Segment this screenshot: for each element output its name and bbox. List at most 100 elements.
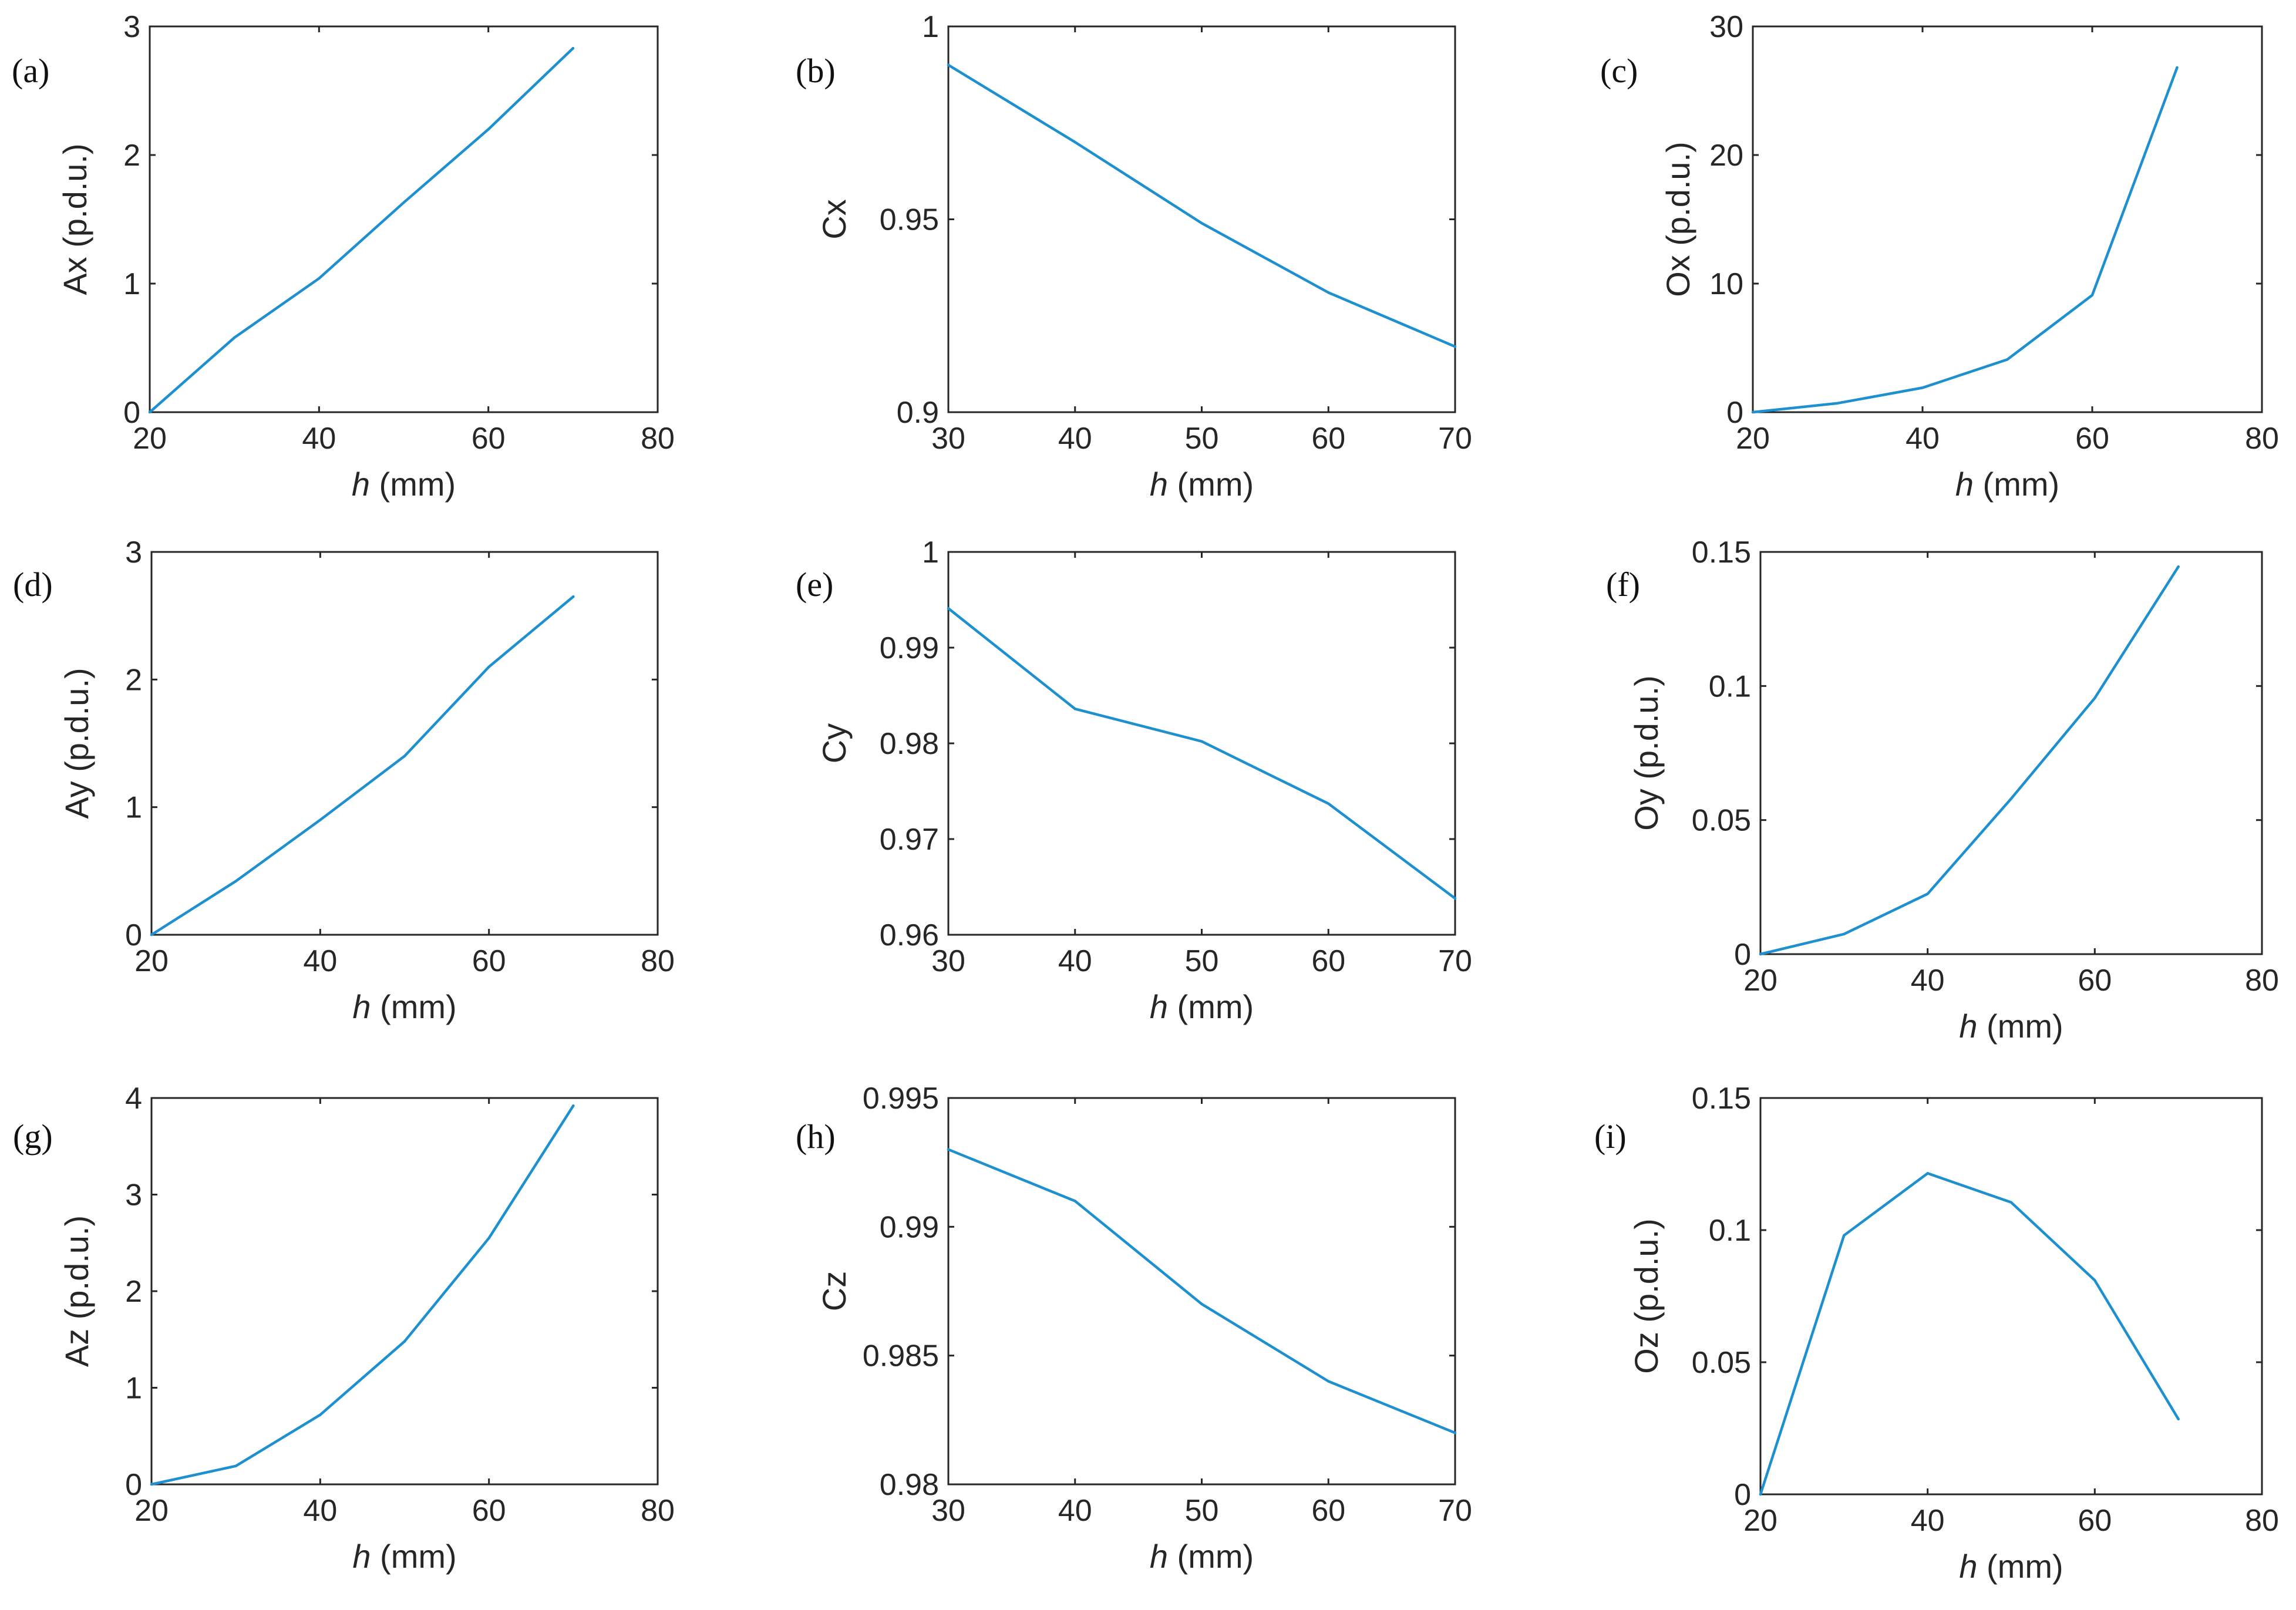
panel-h-y-tick-label: 0.99 <box>880 1210 939 1244</box>
panel-d-y-tick-label: 3 <box>125 535 142 570</box>
panel-h-data-point <box>1200 1302 1203 1306</box>
panel-a-y-axis-title: Ax (p.d.u.) <box>56 143 93 295</box>
panel-i-data-point <box>2009 1201 2013 1204</box>
panel-i-x-axis-unit: (mm) <box>1978 1548 2063 1585</box>
panel-g-data-point <box>572 1104 575 1107</box>
panel-f-x-tick-label: 60 <box>2078 964 2112 998</box>
panel-h-data-point <box>1453 1432 1457 1434</box>
panel-e-data-point <box>1327 802 1330 805</box>
panel-h-x-axis-var: h <box>1150 1538 1168 1575</box>
panel-g-data-point <box>487 1237 490 1240</box>
panel-e-series-line <box>947 607 1457 900</box>
panel-b-x-tick-label: 30 <box>931 422 965 456</box>
panel-d-y-axis-title: Ay (p.d.u.) <box>58 668 95 819</box>
panel-e-x-tick-label: 60 <box>1311 944 1345 978</box>
panel-h-x-tick-label: 60 <box>1311 1494 1345 1528</box>
panel-b-x-axis-title: h (mm) <box>1150 466 1254 503</box>
panel-a-x-tick-label: 40 <box>302 422 336 456</box>
panel-a-data-point <box>148 410 152 414</box>
panel-e-x-axis-unit: (mm) <box>1168 988 1254 1025</box>
panel-f-data-point <box>1926 892 1929 895</box>
panel-f-y-axis-title: Oy (p.d.u.) <box>1628 675 1665 831</box>
panel-c-y-tick-label: 10 <box>1709 267 1743 301</box>
panel-b-data-point <box>947 63 950 66</box>
panel-e-y-tick-label: 0.99 <box>880 631 939 665</box>
panel-a-data-point <box>318 277 321 280</box>
panel-f-y-tick-label: 0.15 <box>1692 535 1751 570</box>
panel-h-x-axis-title: h (mm) <box>1150 1538 1254 1575</box>
panel-d-data-point <box>403 755 406 757</box>
panel-c-data-point <box>1921 386 1924 389</box>
panel-b-y-tick-label: 0.95 <box>880 203 939 237</box>
panel-h-x-tick-label: 40 <box>1058 1494 1092 1528</box>
panel-c-x-axis-var: h <box>1955 466 1974 503</box>
panel-a-label: (a) <box>12 52 49 90</box>
panel-d-x-axis-var: h <box>352 988 371 1025</box>
panel-c-label: (c) <box>1600 52 1638 90</box>
panel-b: 30 40 50 60 70 0.9 0.95 1 h (mm) Cx (b) <box>796 10 1472 503</box>
panel-a-y-tick-label: 1 <box>123 267 140 301</box>
panel-i-data-point <box>1843 1234 1846 1237</box>
panel-h-y-tick-label: 0.98 <box>880 1468 939 1502</box>
panel-g-data-point <box>234 1464 237 1467</box>
panel-a: 20 40 60 80 0 1 2 3 h (mm) Ax (p.d.u.) (a) <box>12 10 675 503</box>
panel-f-data-point <box>1759 952 1762 956</box>
panel-f-series-line <box>1759 565 2180 956</box>
panel-d-y-tick-label: 0 <box>125 918 142 952</box>
panel-h-data-point <box>1327 1380 1330 1383</box>
panel-d-label: (d) <box>13 565 53 604</box>
panel-c-x-tick-label: 80 <box>2245 422 2279 456</box>
panel-g-x-axis-title: h (mm) <box>352 1538 456 1575</box>
panel-f-x-axis-title: h (mm) <box>1959 1008 2063 1045</box>
panel-g-y-tick-label: 4 <box>125 1082 142 1116</box>
panel-g-y-axis-title: Az (p.d.u.) <box>58 1215 95 1367</box>
panel-d-y-tick-label: 2 <box>125 663 142 697</box>
panel-g-label: (g) <box>13 1117 53 1156</box>
panel-e: 30 40 50 60 70 0.96 0.97 0.98 0.99 1 h (mm) Cy (e) <box>796 535 1472 1025</box>
panel-e-y-tick-label: 0.98 <box>880 727 939 761</box>
panel-b-series-line <box>947 63 1457 348</box>
panel-i-label: (i) <box>1594 1117 1627 1156</box>
panel-f-y-tick-label: 0.05 <box>1692 804 1751 838</box>
panel-b-x-tick-label: 40 <box>1058 422 1092 456</box>
panel-g-y-tick-label: 1 <box>125 1372 142 1406</box>
panel-b-x-tick-label: 70 <box>1438 422 1472 456</box>
panel-e-data-point <box>1453 897 1457 900</box>
panel-h-y-tick-label: 0.995 <box>863 1082 939 1116</box>
panel-f-axes-box <box>1759 551 2263 955</box>
panel-g-y-tick-label: 2 <box>125 1275 142 1309</box>
panel-c-data-point <box>2006 358 2009 361</box>
panel-d-x-axis-title: h (mm) <box>352 988 456 1025</box>
panel-g-x-tick-label: 80 <box>641 1494 675 1528</box>
panel-c: 20 40 60 80 0 10 20 30 h (mm) Ox (p.d.u.) (c) <box>1600 10 2279 503</box>
panel-c-data-point <box>2176 66 2179 69</box>
panel-g-y-tick-label: 3 <box>125 1178 142 1212</box>
panel-h-y-axis-title: Cz <box>816 1271 853 1311</box>
panel-c-x-axis-title: h (mm) <box>1955 466 2059 503</box>
panel-f-data-point <box>2177 565 2180 568</box>
panel-h-y-tick-label: 0.985 <box>863 1339 939 1373</box>
panel-b-x-tick-label: 60 <box>1311 422 1345 456</box>
panel-e-y-axis-title: Cy <box>816 723 853 763</box>
panel-c-y-tick-label: 0 <box>1726 396 1743 430</box>
panel-e-x-axis-title: h (mm) <box>1150 988 1254 1025</box>
panel-c-data-point <box>2090 294 2094 297</box>
panel-a-data-point <box>233 336 236 339</box>
panel-i-x-tick-label: 80 <box>2245 1504 2279 1538</box>
panel-f-x-tick-label: 20 <box>1743 964 1777 998</box>
panel-g-x-tick-label: 20 <box>134 1494 169 1528</box>
panel-g-data-point <box>403 1340 406 1343</box>
panel-b-axes-box <box>947 25 1456 413</box>
panel-d-x-axis-unit: (mm) <box>371 988 457 1025</box>
panel-f-data-point <box>2009 797 2013 800</box>
panel-c-x-tick-label: 20 <box>1736 422 1770 456</box>
panel-i-data-point <box>2177 1417 2180 1420</box>
panel-f-data-point <box>2093 696 2096 700</box>
panel-d-series-line <box>150 595 575 937</box>
panel-c-axes-box <box>1752 25 2263 413</box>
panel-d-x-tick-label: 60 <box>472 944 506 978</box>
panel-d-axes-box <box>150 551 659 936</box>
panel-i-y-tick-label: 0.1 <box>1709 1214 1751 1248</box>
panel-g-x-axis-unit: (mm) <box>371 1538 457 1575</box>
